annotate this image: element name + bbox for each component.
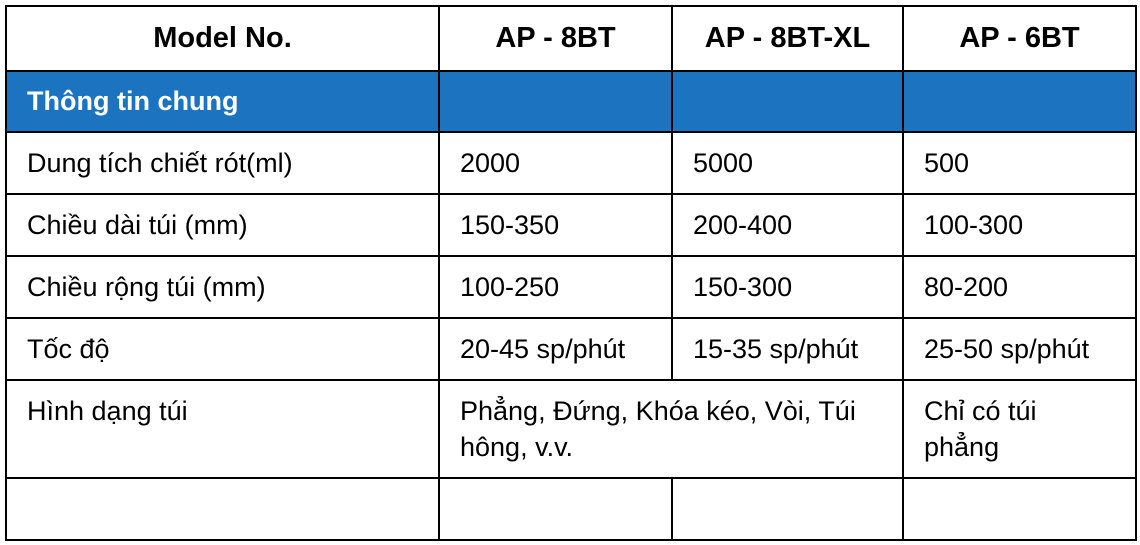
empty-cell: [671, 477, 904, 541]
row-label: Tốc độ: [5, 317, 440, 381]
section-cell: [902, 70, 1137, 133]
empty-cell: [438, 477, 673, 541]
row-value: 80-200: [902, 255, 1137, 319]
row-label: Hình dạng túi: [5, 379, 440, 479]
row-label: Chiều rộng túi (mm): [5, 255, 440, 319]
row-value: 5000: [671, 131, 904, 195]
header-row: Model No. AP - 8BT AP - 8BT-XL AP - 6BT: [5, 5, 1137, 72]
row-value: 150-300: [671, 255, 904, 319]
section-title: Thông tin chung: [5, 70, 440, 133]
empty-cell: [902, 477, 1137, 541]
row-value-merged: Phẳng, Đứng, Khóa kéo, Vòi, Túi hông, v.…: [438, 379, 904, 479]
table-row: Tốc độ 20-45 sp/phút 15-35 sp/phút 25-50…: [5, 317, 1137, 381]
row-value: 25-50 sp/phút: [902, 317, 1137, 381]
header-ap-6bt: AP - 6BT: [902, 5, 1137, 72]
header-ap-8bt-xl: AP - 8BT-XL: [671, 5, 904, 72]
empty-row: [5, 477, 1137, 541]
table-row: Dung tích chiết rót(ml) 2000 5000 500: [5, 131, 1137, 195]
table-row: Chiều dài túi (mm) 150-350 200-400 100-3…: [5, 193, 1137, 257]
row-value: 150-350: [438, 193, 673, 257]
table-row-shape: Hình dạng túi Phẳng, Đứng, Khóa kéo, Vòi…: [5, 379, 1137, 479]
row-value: Chỉ có túi phẳng: [902, 379, 1137, 479]
row-value: 100-250: [438, 255, 673, 319]
row-value: 20-45 sp/phút: [438, 317, 673, 381]
header-model-no: Model No.: [5, 5, 440, 72]
row-label: Dung tích chiết rót(ml): [5, 131, 440, 195]
section-row: Thông tin chung: [5, 70, 1137, 133]
row-value: 500: [902, 131, 1137, 195]
header-ap-8bt: AP - 8BT: [438, 5, 673, 72]
row-value: 100-300: [902, 193, 1137, 257]
row-value: 200-400: [671, 193, 904, 257]
row-label: Chiều dài túi (mm): [5, 193, 440, 257]
section-cell: [438, 70, 673, 133]
row-value: 2000: [438, 131, 673, 195]
table-row: Chiều rộng túi (mm) 100-250 150-300 80-2…: [5, 255, 1137, 319]
spec-table: Model No. AP - 8BT AP - 8BT-XL AP - 6BT …: [5, 5, 1137, 541]
section-cell: [671, 70, 904, 133]
empty-cell: [5, 477, 440, 541]
row-value: 15-35 sp/phút: [671, 317, 904, 381]
